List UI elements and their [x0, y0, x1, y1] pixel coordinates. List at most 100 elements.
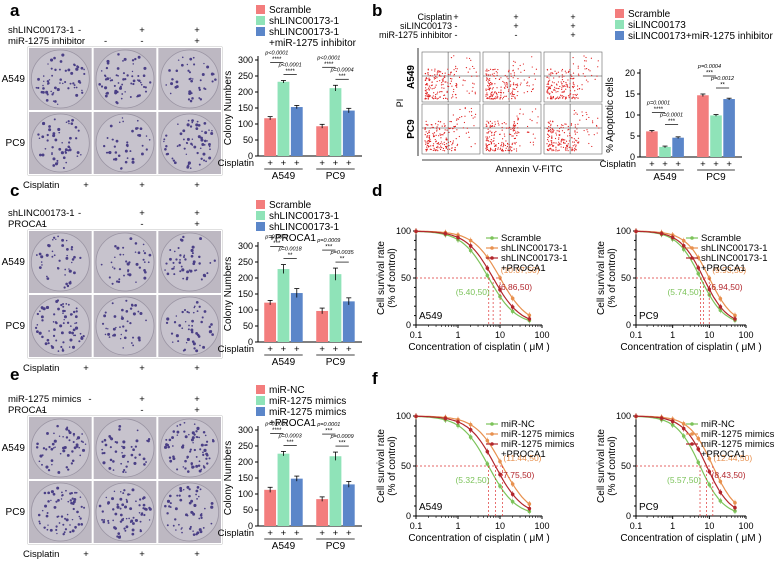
colony-dot: [75, 307, 78, 310]
flow-event: [455, 85, 458, 87]
legend-entry: miR-NC: [501, 419, 535, 430]
flow-event: [458, 135, 460, 138]
flow-event: [438, 80, 441, 82]
colony-dot: [65, 256, 69, 260]
flow-event: [574, 148, 576, 150]
flow-event: [493, 72, 495, 74]
flow-event: [436, 72, 438, 74]
flow-event: [558, 149, 560, 151]
colony-dot: [36, 442, 39, 446]
x-axis-title: Concentration of cisplatin ( μM ): [620, 533, 761, 544]
treatment-row-label: miR-1275 inhibitor: [379, 30, 452, 40]
flow-event: [548, 87, 550, 89]
treatment-sign: +: [570, 12, 575, 22]
colony-dot: [186, 137, 190, 141]
flow-event: [514, 88, 516, 91]
colony-dot: [206, 140, 208, 142]
cisplatin-sign: +: [194, 363, 200, 374]
flow-event: [519, 64, 521, 67]
colony-dot: [191, 97, 194, 100]
colony-dot: [58, 435, 61, 437]
treatment-sign: -: [78, 208, 81, 219]
group-label: A549: [272, 171, 296, 182]
y-tick-label: 150: [238, 289, 253, 299]
colony-dot: [74, 525, 77, 529]
flow-event: [546, 83, 548, 85]
colony-dot: [64, 517, 67, 520]
colony-dot: [138, 504, 141, 507]
flow-event: [512, 70, 514, 72]
treatment-sign: -: [455, 30, 458, 40]
colony-dot: [108, 151, 112, 155]
flow-event: [518, 131, 520, 134]
colony-dot: [68, 281, 72, 285]
colony-dot: [121, 93, 124, 95]
colony-dot: [107, 521, 110, 524]
flow-event: [596, 75, 598, 77]
colony-dot: [53, 56, 56, 60]
flow-event: [522, 63, 525, 65]
colony-dot: [47, 469, 51, 472]
colony-dot: [80, 505, 83, 508]
colony-dot: [177, 340, 180, 343]
colony-dot: [38, 522, 41, 525]
significance-stars: ***: [339, 74, 347, 80]
flow-event: [563, 132, 566, 134]
flow-event: [576, 142, 579, 144]
colony-dot: [50, 490, 54, 494]
colony-dot: [116, 101, 119, 105]
flow-event: [515, 148, 518, 150]
flow-event: [432, 95, 434, 97]
colony-dot: [60, 303, 63, 307]
flow-event: [520, 82, 522, 84]
flow-event: [452, 140, 454, 142]
colony-dot: [145, 148, 148, 151]
flow-event: [577, 88, 579, 90]
colony-dot: [124, 91, 126, 93]
flow-event: [490, 141, 493, 143]
colony-dot: [98, 504, 102, 508]
colony-dot: [69, 82, 72, 85]
flow-event: [574, 130, 576, 132]
flow-event: [428, 88, 430, 91]
colony-dot: [72, 432, 76, 436]
flow-event: [432, 149, 434, 151]
flow-event: [571, 149, 573, 151]
colony-dot: [52, 164, 56, 167]
colony-dot: [203, 122, 207, 125]
colony-dot: [59, 78, 62, 81]
flow-event: [553, 77, 555, 79]
flow-event: [443, 150, 446, 152]
cell-line-label: PC9: [6, 507, 26, 518]
colony-dot: [83, 68, 85, 71]
flow-event: [487, 137, 489, 139]
flow-event: [548, 149, 550, 152]
colony-dot: [204, 434, 207, 437]
flow-event: [455, 70, 457, 72]
colony-dot: [186, 123, 190, 127]
colony-dot: [203, 467, 206, 469]
colony-dot: [62, 309, 65, 313]
flow-event: [430, 145, 432, 147]
flow-event: [447, 85, 449, 87]
flow-event: [505, 95, 507, 97]
flow-event: [476, 75, 478, 77]
colony-dot: [185, 278, 189, 281]
colony-dot: [36, 330, 39, 334]
colony-dot: [37, 133, 40, 136]
x-tick-label: 1: [670, 330, 675, 340]
flow-event: [569, 135, 571, 137]
flow-event: [528, 76, 530, 78]
colony-dot: [36, 312, 40, 316]
flow-event: [513, 122, 515, 124]
cisplatin-sign: +: [267, 344, 273, 355]
flow-event: [512, 88, 514, 90]
flow-event: [513, 72, 515, 74]
flow-event: [451, 144, 453, 146]
colony-dot: [179, 258, 181, 261]
colony-dot: [139, 498, 142, 501]
flow-event: [435, 97, 437, 99]
flow-event: [531, 120, 533, 122]
flow-event: [424, 140, 426, 142]
colony-dot: [112, 519, 115, 522]
